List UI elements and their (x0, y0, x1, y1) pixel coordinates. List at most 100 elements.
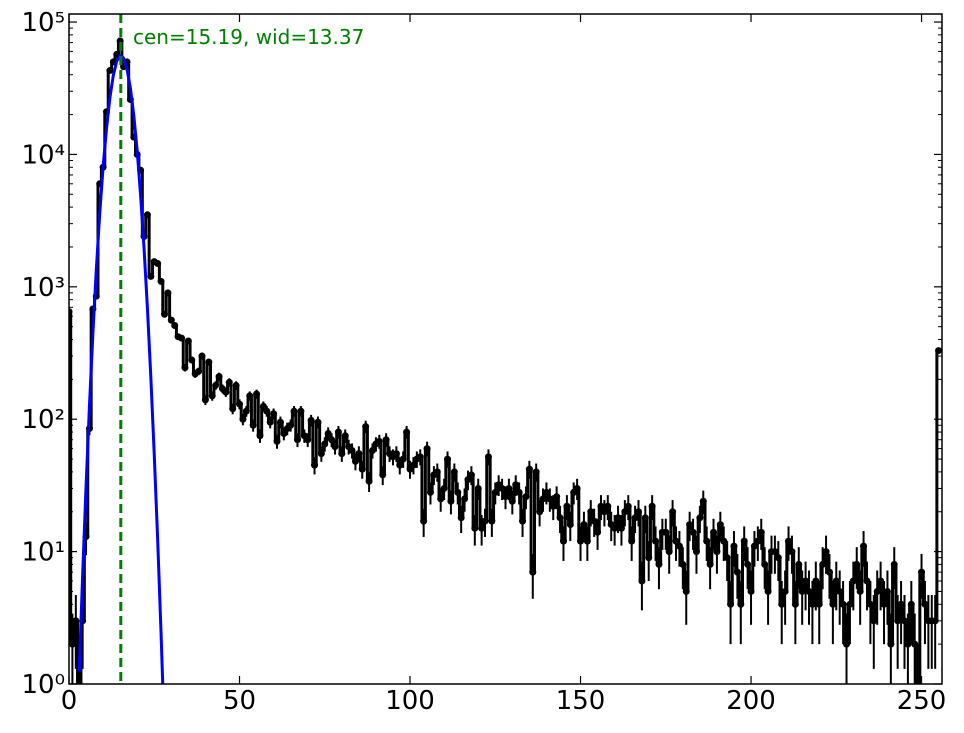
data-point (69, 308, 73, 316)
data-point (907, 600, 915, 608)
y-tick-label: 10⁵ (21, 8, 65, 38)
y-tick-label: 10⁰ (21, 670, 65, 700)
data-point (236, 400, 244, 408)
data-point (883, 587, 891, 595)
data-point (536, 508, 544, 516)
data-point (679, 560, 687, 568)
data-point (167, 316, 175, 324)
data-point (839, 600, 847, 608)
data-point (444, 455, 452, 463)
data-point (474, 484, 482, 492)
data-point (351, 457, 359, 465)
data-point (358, 465, 366, 473)
data-point (75, 680, 83, 684)
data-point (205, 358, 213, 366)
data-point (645, 554, 653, 562)
data-point (471, 524, 479, 532)
data-point (580, 521, 588, 529)
data-point (457, 514, 465, 522)
data-point (846, 600, 854, 608)
data-point (481, 517, 489, 525)
data-point (304, 436, 312, 444)
data-point (181, 364, 189, 372)
data-point (900, 617, 908, 625)
data-point (160, 310, 168, 318)
data-point (212, 381, 220, 389)
data-point (873, 587, 881, 595)
data-point (461, 495, 469, 503)
data-point (522, 493, 530, 501)
annotation: cen=15.19, wid=13.37 (133, 25, 364, 49)
data-point (791, 600, 799, 608)
data-point (222, 388, 230, 396)
x-tick-label: 150 (556, 686, 606, 716)
data-point (594, 528, 602, 536)
data-point (454, 488, 462, 496)
data-point (549, 502, 557, 510)
data-point (178, 334, 186, 342)
data-point (365, 477, 373, 485)
data-point (730, 542, 738, 550)
data-point (573, 484, 581, 492)
data-point (761, 560, 769, 568)
data-point (897, 600, 905, 608)
data-point (505, 484, 513, 492)
data-point (498, 484, 506, 492)
data-point (198, 352, 206, 360)
data-point (263, 407, 271, 415)
data-point (396, 461, 404, 469)
data-point (686, 521, 694, 529)
data-point (546, 495, 554, 503)
data-point (638, 577, 646, 585)
data-point (253, 390, 261, 398)
y-tick-label: 10¹ (21, 538, 65, 568)
data-point (164, 289, 172, 297)
data-point (624, 502, 632, 510)
data-point (143, 211, 151, 219)
data-point (566, 521, 574, 529)
data-point (208, 392, 216, 400)
data-point (716, 521, 724, 529)
data-point (856, 587, 864, 595)
fit-curve (77, 53, 165, 684)
data-point (634, 508, 642, 516)
data-point (559, 537, 567, 545)
data-point (307, 416, 315, 424)
data-point (525, 465, 533, 473)
data-point (416, 453, 424, 461)
data-point (904, 640, 912, 648)
data-point (491, 488, 499, 496)
data-point (822, 548, 830, 556)
data-point (785, 537, 793, 545)
data-point (440, 484, 448, 492)
data-point (147, 272, 155, 280)
data-point (710, 528, 718, 536)
data-point (242, 407, 250, 415)
data-point (437, 495, 445, 503)
data-point (184, 337, 192, 345)
data-point (648, 502, 656, 510)
data-point (617, 524, 625, 532)
x-tick-label: 50 (223, 686, 256, 716)
data-point (488, 517, 496, 525)
data-point (273, 437, 281, 445)
data-point (597, 502, 605, 510)
data-point (764, 587, 772, 595)
data-point (914, 680, 922, 684)
data-point (341, 432, 349, 440)
data-point (577, 537, 585, 545)
data-point (590, 517, 598, 525)
data-point (887, 640, 895, 648)
data-point (195, 367, 203, 375)
x-tick-label: 100 (385, 686, 435, 716)
data-point (655, 560, 663, 568)
data-point (604, 502, 612, 510)
data-point (317, 450, 325, 458)
data-point (812, 577, 820, 585)
data-point (778, 600, 786, 608)
data-point (369, 447, 377, 455)
data-point (502, 493, 509, 501)
data-point (556, 514, 564, 522)
data-point (276, 418, 284, 426)
